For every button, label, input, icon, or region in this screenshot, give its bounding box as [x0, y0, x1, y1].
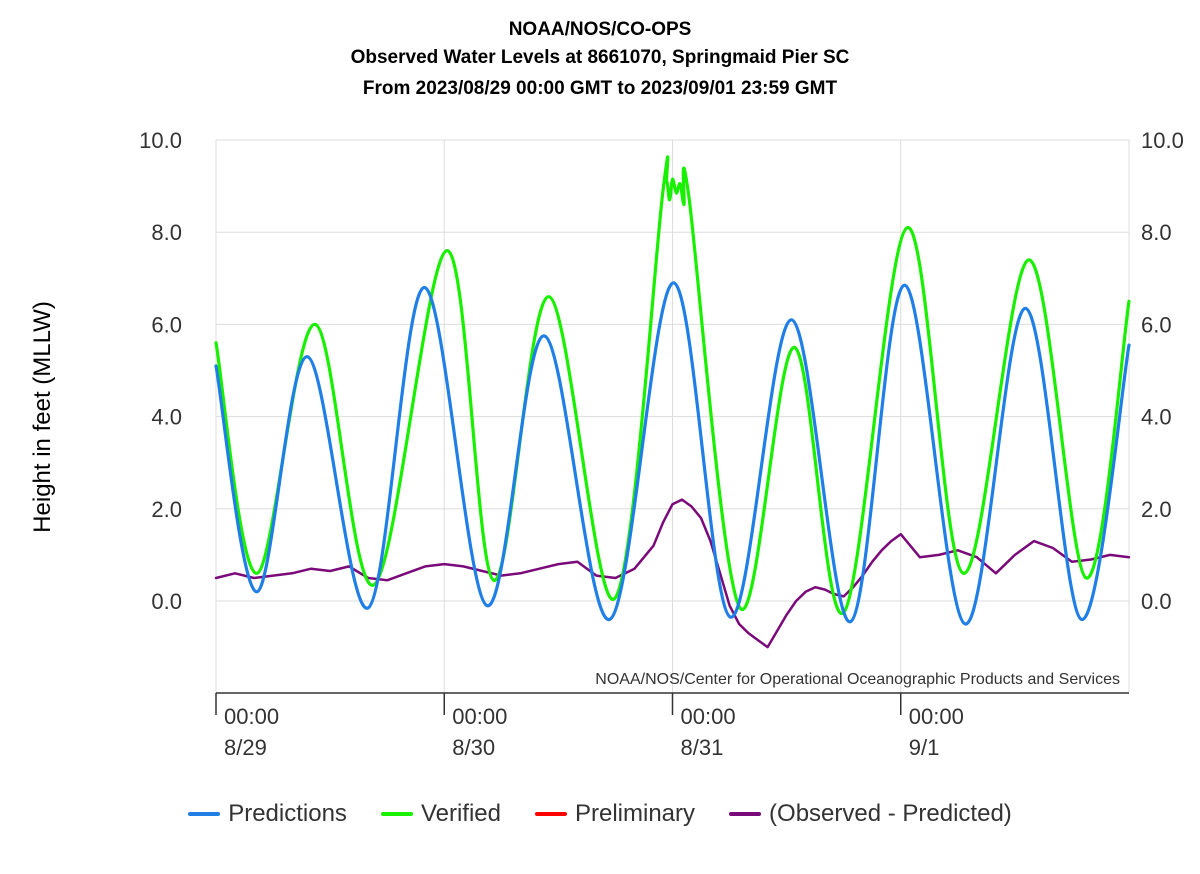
gridlines — [215, 139, 1130, 693]
y-tick-label-right: 8.0 — [1141, 220, 1172, 245]
x-tick-label-time: 00:00 — [224, 704, 279, 729]
y-tick-label-left: 4.0 — [151, 405, 182, 430]
x-tick-label-date: 8/31 — [681, 735, 724, 760]
chart-title-line-2: Observed Water Levels at 8661070, Spring… — [350, 47, 850, 68]
legend-label-verified: Verified — [420, 800, 501, 827]
legend-label-residual: (Observed - Predicted) — [769, 800, 1012, 827]
series-line-residual — [214, 498, 1131, 649]
water-level-chart: 10.0 10.0 8.0 8.0 6.0 6.0 4.0 4.0 2.0 2.0 0.0 0.0 00… — [29, 128, 1184, 760]
x-tick-label-date: 8/30 — [452, 735, 495, 760]
legend-item-residual[interactable]: (Observed - Predicted) — [729, 800, 1012, 828]
preliminary-swatch — [535, 812, 567, 816]
y-tick-label-left: 6.0 — [151, 312, 182, 337]
y-tick-label-right: 2.0 — [1141, 497, 1172, 522]
y-tick-label-left: 8.0 — [151, 220, 182, 245]
legend-label-preliminary: Preliminary — [575, 800, 696, 827]
y-tick-label-right: 10.0 — [1141, 128, 1184, 153]
x-tick-label-date: 9/1 — [909, 735, 940, 760]
residual-swatch — [729, 812, 762, 816]
y-tick-label-left: 0.0 — [151, 589, 182, 614]
chart-title-line-1: NOAA/NOS/CO-OPS — [508, 19, 692, 40]
series-line-verified — [214, 155, 1131, 615]
y-tick-label-right: 0.0 — [1141, 589, 1172, 614]
legend-item-preliminary[interactable]: Preliminary — [535, 800, 695, 828]
x-tick-label-time: 00:00 — [452, 704, 507, 729]
predictions-swatch — [188, 812, 221, 816]
y-tick-label-right: 4.0 — [1141, 405, 1172, 430]
chart-title-line-3: From 2023/08/29 00:00 GMT to 2023/09/01 … — [362, 78, 838, 99]
legend-label-predictions: Predictions — [228, 800, 347, 827]
legend-item-predictions[interactable]: Predictions — [188, 800, 347, 828]
series-line-predictions — [214, 281, 1131, 626]
legend-item-verified[interactable]: Verified — [380, 800, 501, 828]
x-tick-label-time: 00:00 — [681, 704, 736, 729]
x-tick-label-time: 00:00 — [909, 704, 964, 729]
legend: Predictions Verified Preliminary (Observ… — [0, 800, 1200, 828]
axes: 10.0 10.0 8.0 8.0 6.0 6.0 4.0 4.0 2.0 2.0 0.0 0.0 00… — [139, 128, 1184, 760]
y-axis-title: Height in feet (MLLW) — [29, 301, 56, 533]
y-tick-label-left: 2.0 — [151, 497, 182, 522]
x-tick-label-date: 8/29 — [224, 735, 267, 760]
verified-swatch — [380, 812, 413, 816]
data-series — [214, 155, 1131, 649]
y-tick-label-left: 10.0 — [139, 128, 182, 153]
data-credit: NOAA/NOS/Center for Operational Oceanogr… — [595, 671, 1120, 688]
y-tick-label-right: 6.0 — [1141, 312, 1172, 337]
